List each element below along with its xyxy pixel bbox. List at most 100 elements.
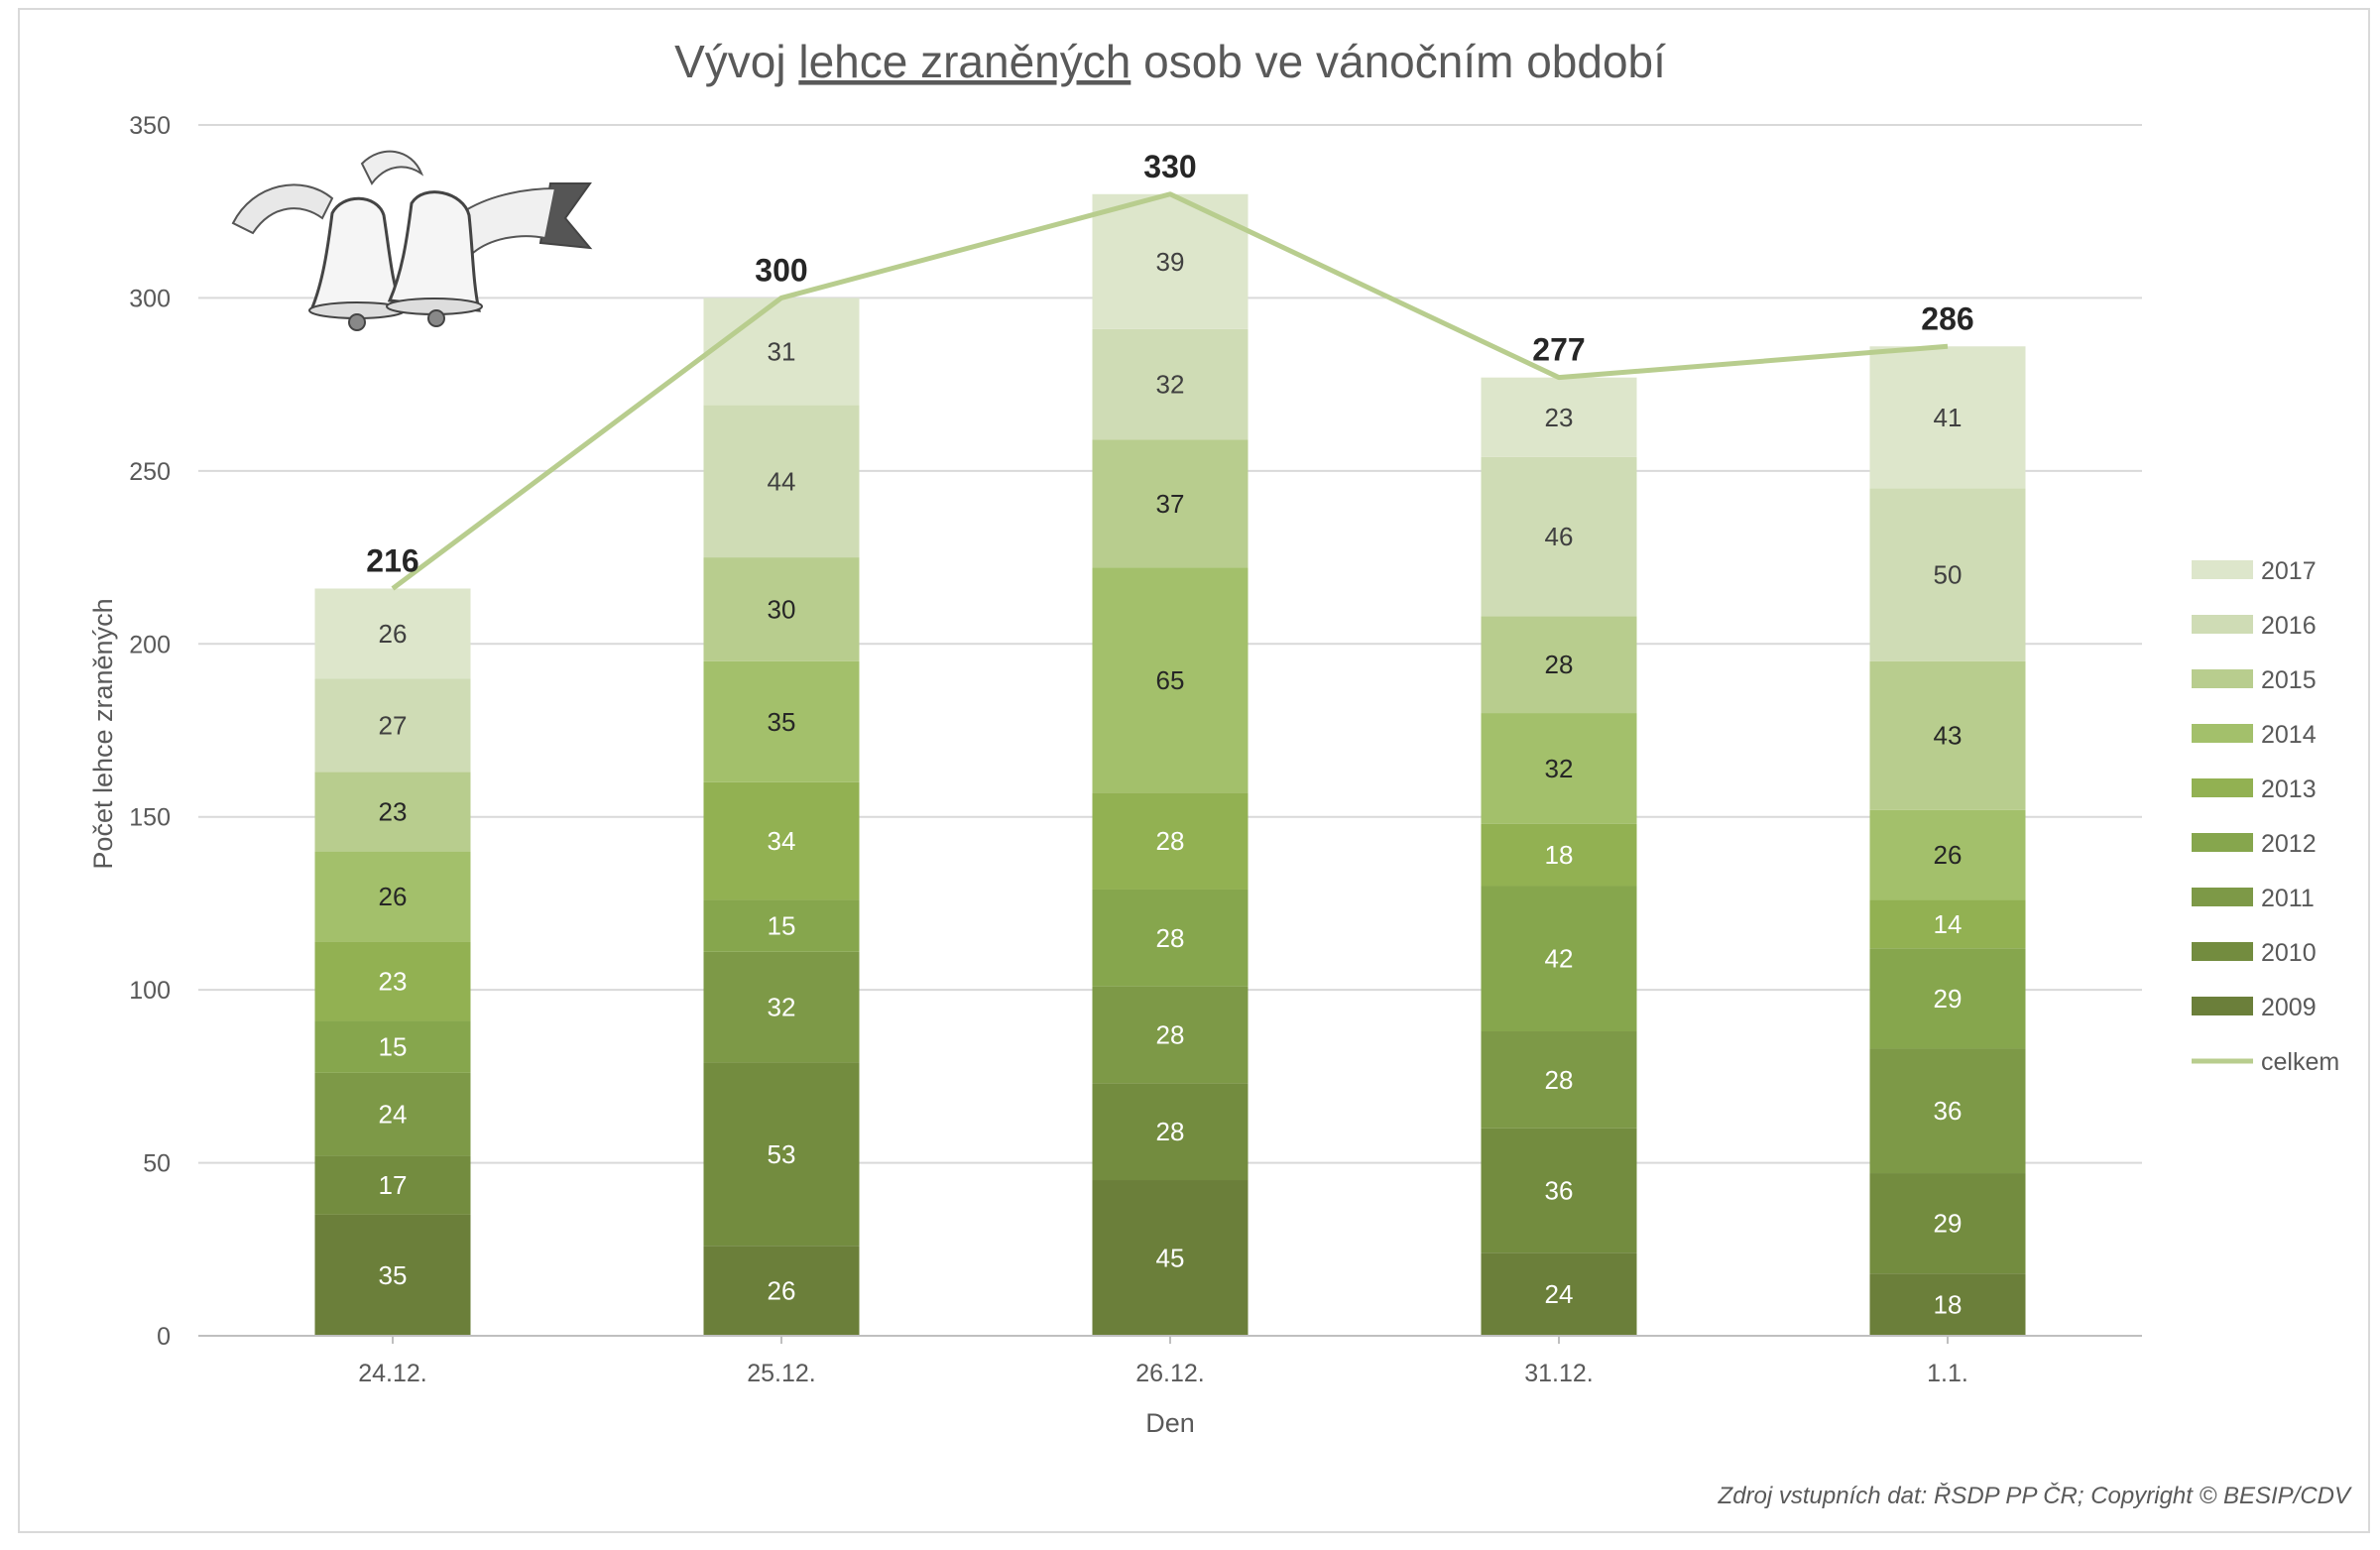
legend-swatch-2010 bbox=[2192, 942, 2253, 961]
legend-label: 2010 bbox=[2261, 939, 2317, 967]
bar-segment-2015 bbox=[314, 772, 471, 852]
y-tick-label: 200 bbox=[129, 631, 171, 658]
segment-label: 35 bbox=[768, 707, 796, 737]
segment-label: 36 bbox=[1934, 1096, 1963, 1126]
legend-label: 2014 bbox=[2261, 721, 2317, 749]
bar-segment-2016 bbox=[1481, 456, 1637, 617]
segment-label: 15 bbox=[768, 911, 796, 941]
bar-segment-2009 bbox=[1092, 1180, 1249, 1336]
legend-label: 2016 bbox=[2261, 612, 2317, 640]
segment-label: 42 bbox=[1545, 944, 1574, 974]
segment-label: 43 bbox=[1934, 721, 1963, 751]
legend-swatch-2015 bbox=[2192, 669, 2253, 688]
legend-label: 2013 bbox=[2261, 775, 2317, 803]
segment-label: 32 bbox=[1156, 370, 1185, 400]
bar-segment-2017 bbox=[703, 298, 860, 406]
bar-segment-2010 bbox=[703, 1062, 860, 1247]
legend-swatch-2011 bbox=[2192, 888, 2253, 906]
total-labels: 216 300 330 277 286 bbox=[366, 149, 1973, 579]
bar-segment-2009 bbox=[703, 1246, 860, 1336]
x-axis-ticks: 24.12. 25.12. 26.12. 31.12. 1.1. bbox=[198, 1335, 2142, 1387]
segment-label: 23 bbox=[379, 796, 408, 826]
bar-segment-2011 bbox=[1869, 1048, 2026, 1174]
bar-segment-2015 bbox=[1869, 660, 2026, 810]
segment-label: 28 bbox=[1156, 923, 1185, 953]
legend-swatch-2017 bbox=[2192, 560, 2253, 579]
segment-label: 41 bbox=[1934, 403, 1963, 432]
segment-label: 30 bbox=[768, 594, 796, 624]
legend-label: 2012 bbox=[2261, 830, 2317, 858]
x-tick-label: 24.12. bbox=[358, 1360, 427, 1387]
segment-label: 35 bbox=[379, 1260, 408, 1290]
legend-label: 2015 bbox=[2261, 666, 2317, 694]
segment-labels: 35 17 24 15 23 26 23 27 26 26 53 32 15 34 35 30 44 31 45 28… bbox=[379, 247, 1963, 1320]
segment-label: 28 bbox=[1156, 1117, 1185, 1146]
bar-segment-2015 bbox=[703, 557, 860, 661]
bar-segments bbox=[314, 193, 2026, 1336]
bar-segment-2011 bbox=[1481, 1031, 1637, 1129]
segment-label: 14 bbox=[1934, 909, 1963, 939]
segment-label: 15 bbox=[379, 1032, 408, 1062]
segment-label: 23 bbox=[1545, 403, 1574, 432]
y-tick-label: 100 bbox=[129, 977, 171, 1005]
bar-segment-2014 bbox=[1869, 809, 2026, 900]
total-label: 330 bbox=[1143, 149, 1196, 184]
legend-label: celkem bbox=[2261, 1048, 2339, 1076]
bar-segment-2009 bbox=[314, 1214, 471, 1336]
x-tick-label: 1.1. bbox=[1927, 1360, 1968, 1387]
legend-swatch-2016 bbox=[2192, 615, 2253, 634]
bar-segment-2017 bbox=[314, 588, 471, 679]
bells-icon bbox=[231, 150, 593, 331]
legend-swatch-2014 bbox=[2192, 724, 2253, 743]
x-axis-label: Den bbox=[1145, 1408, 1195, 1438]
source-annotation: Zdroj vstupních dat: ŘSDP PP ČR; Copyrig… bbox=[1718, 1482, 2352, 1509]
bar-segment-2016 bbox=[703, 405, 860, 558]
total-label: 216 bbox=[366, 542, 418, 578]
x-tick-label: 31.12. bbox=[1524, 1360, 1594, 1387]
segment-label: 23 bbox=[379, 966, 408, 996]
segment-label: 36 bbox=[1545, 1175, 1574, 1205]
segment-label: 34 bbox=[768, 826, 796, 856]
bar-segment-2016 bbox=[314, 678, 471, 773]
segment-label: 31 bbox=[768, 337, 796, 367]
segment-label: 37 bbox=[1156, 489, 1185, 519]
segment-label: 26 bbox=[379, 619, 408, 649]
bar-segment-2013 bbox=[1092, 792, 1249, 890]
segment-label: 17 bbox=[379, 1170, 408, 1200]
bar-segment-2013 bbox=[703, 781, 860, 900]
bar-segment-2016 bbox=[1092, 328, 1249, 440]
total-label: 286 bbox=[1921, 300, 1973, 336]
segment-label: 39 bbox=[1156, 247, 1185, 277]
legend-label: 2009 bbox=[2261, 994, 2317, 1021]
bar-segment-2014 bbox=[703, 660, 860, 782]
celkem-line bbox=[391, 191, 1949, 591]
legend-label: 2017 bbox=[2261, 557, 2317, 585]
segment-label: 32 bbox=[1545, 754, 1574, 783]
legend: 2017 2016 2015 2014 2013 2012 2011 2010 2009 celk… bbox=[2192, 557, 2339, 1076]
y-axis-label: Počet lehce zraněných bbox=[88, 598, 118, 869]
legend-label: 2011 bbox=[2261, 885, 2315, 912]
celkem-line-path bbox=[391, 191, 1949, 591]
segment-label: 28 bbox=[1545, 1065, 1574, 1095]
bar-segment-2012 bbox=[703, 899, 860, 952]
y-tick-label: 350 bbox=[129, 112, 171, 140]
bar-segment-2014 bbox=[1092, 567, 1249, 793]
bar-segment-2010 bbox=[314, 1155, 471, 1215]
bar-segment-2014 bbox=[314, 851, 471, 942]
segment-label: 46 bbox=[1545, 522, 1574, 551]
segment-label: 18 bbox=[1934, 1290, 1963, 1320]
legend-swatch-2013 bbox=[2192, 778, 2253, 797]
bar-segment-2012 bbox=[1869, 948, 2026, 1049]
bar-segment-2012 bbox=[1481, 886, 1637, 1032]
segment-label: 26 bbox=[768, 1276, 796, 1306]
x-tick-label: 25.12. bbox=[747, 1360, 816, 1387]
y-tick-label: 300 bbox=[129, 285, 171, 312]
bar-segment-2012 bbox=[1092, 889, 1249, 987]
bar-segment-2014 bbox=[1481, 713, 1637, 824]
bar-segment-2017 bbox=[1481, 377, 1637, 457]
bar-segment-2009 bbox=[1869, 1273, 2026, 1336]
bar-segment-2009 bbox=[1481, 1252, 1637, 1336]
segment-label: 28 bbox=[1156, 826, 1185, 856]
bar-segment-2010 bbox=[1481, 1128, 1637, 1253]
bar-segment-2012 bbox=[314, 1020, 471, 1073]
